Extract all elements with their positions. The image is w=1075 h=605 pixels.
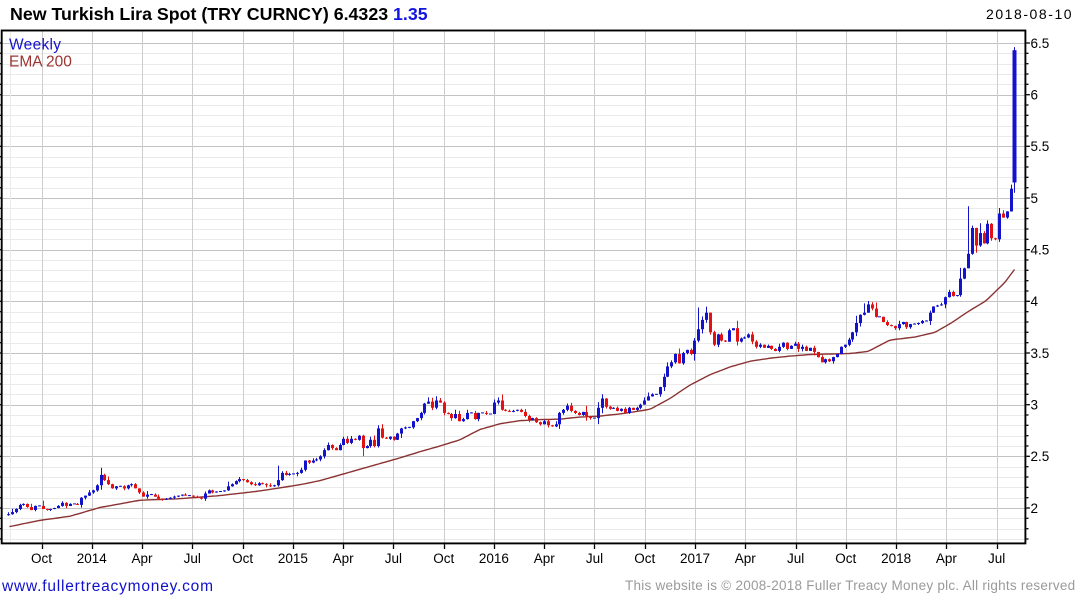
svg-text:6.5: 6.5 (1031, 36, 1050, 51)
svg-text:2017: 2017 (680, 551, 710, 566)
svg-text:Oct: Oct (835, 551, 856, 566)
svg-text:5: 5 (1031, 191, 1039, 206)
svg-text:Oct: Oct (634, 551, 655, 566)
svg-text:Jul: Jul (184, 551, 201, 566)
svg-text:3: 3 (1031, 398, 1039, 413)
svg-text:This website is © 2008-2018 Fu: This website is © 2008-2018 Fuller Treac… (625, 578, 1075, 593)
svg-text:Apr: Apr (333, 551, 355, 566)
svg-text:Jul: Jul (988, 551, 1005, 566)
svg-text:Jul: Jul (586, 551, 603, 566)
svg-text:Oct: Oct (31, 551, 52, 566)
svg-text:4: 4 (1031, 294, 1039, 309)
svg-text:Oct: Oct (232, 551, 253, 566)
svg-text:6: 6 (1031, 88, 1039, 103)
svg-text:2016: 2016 (479, 551, 509, 566)
svg-text:Apr: Apr (735, 551, 757, 566)
svg-text:3.5: 3.5 (1031, 346, 1050, 361)
svg-text:2014: 2014 (77, 551, 108, 566)
svg-text:2: 2 (1031, 501, 1039, 516)
svg-text:Jul: Jul (787, 551, 804, 566)
svg-text:www.fullertreacymoney.com: www.fullertreacymoney.com (1, 578, 214, 595)
svg-text:EMA 200: EMA 200 (9, 54, 72, 71)
svg-text:Apr: Apr (131, 551, 153, 566)
svg-text:Jul: Jul (385, 551, 402, 566)
svg-text:2018: 2018 (881, 551, 911, 566)
svg-text:2.5: 2.5 (1031, 449, 1050, 464)
svg-text:Oct: Oct (433, 551, 454, 566)
svg-text:5.5: 5.5 (1031, 139, 1050, 154)
svg-text:Weekly: Weekly (9, 37, 61, 54)
svg-text:2015: 2015 (278, 551, 308, 566)
svg-text:Apr: Apr (936, 551, 958, 566)
svg-text:New Turkish Lira Spot (TRY CUR: New Turkish Lira Spot (TRY CURNCY) 6.432… (10, 4, 428, 24)
svg-text:4.5: 4.5 (1031, 243, 1050, 258)
svg-text:2018-08-10: 2018-08-10 (986, 6, 1073, 22)
svg-text:Apr: Apr (534, 551, 556, 566)
